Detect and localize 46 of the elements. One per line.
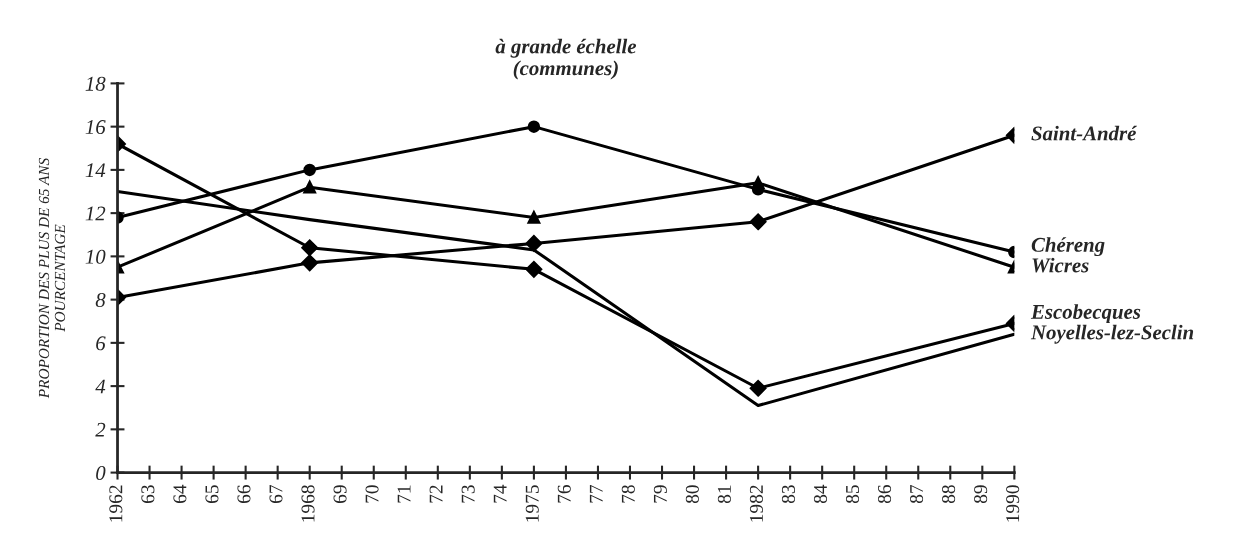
x-tick-label: 1975 <box>525 485 539 522</box>
x-tick-label: 78 <box>621 485 635 503</box>
y-tick-label: 4 <box>95 379 106 394</box>
series-label: Saint-André <box>1031 125 1137 141</box>
x-tick-label: 63 <box>141 485 155 504</box>
y-tick-label: 12 <box>85 206 106 221</box>
x-tick-label: 74 <box>493 484 507 503</box>
x-tick-label: 71 <box>397 485 411 503</box>
x-tick-label: 79 <box>653 485 667 503</box>
y-tick-label: 6 <box>96 336 106 351</box>
x-tick-label: 1968 <box>301 485 315 522</box>
x-tick-label: 73 <box>461 485 475 503</box>
x-tick-label: 1990 <box>1006 485 1020 522</box>
x-tick-label: 84 <box>813 484 828 504</box>
x-tick-label: 1962 <box>109 485 123 522</box>
y-tick-label: 16 <box>85 120 106 135</box>
x-tick-label: 81 <box>717 485 731 504</box>
series-label: Chéreng <box>1031 237 1105 257</box>
y-tick-label: 8 <box>95 293 106 308</box>
x-tick-label: 1982 <box>749 485 763 522</box>
x-tick-label: 80 <box>685 485 699 504</box>
y-tick-label: 14 <box>85 163 106 178</box>
y-tick-label: 18 <box>85 76 106 91</box>
y-tick-label: 2 <box>95 422 106 437</box>
y-axis-title: PROPORTION DES PLUS DE 65 ANS POURCENTAGE <box>38 158 66 399</box>
series-label: Noyelles-lez-Seclin <box>1030 324 1194 344</box>
chart-title: à grande échelle (communes) <box>495 38 637 80</box>
x-tick-label: 77 <box>589 484 603 503</box>
x-tick-label: 65 <box>205 485 219 504</box>
x-tick-label: 67 <box>269 484 283 504</box>
series-label: Escobecques <box>1030 304 1141 324</box>
x-tick-label: 83 <box>781 485 795 504</box>
x-tick-label: 85 <box>845 485 860 504</box>
x-tick-label: 88 <box>942 485 956 504</box>
y-tick-label: 10 <box>85 249 106 264</box>
x-tick-label: 70 <box>365 485 379 503</box>
x-tick-label: 66 <box>237 484 251 504</box>
x-tick-label: 87 <box>910 484 924 504</box>
x-tick-label: 86 <box>877 484 892 504</box>
x-tick-label: 89 <box>974 485 988 504</box>
x-tick-label: 76 <box>557 484 571 503</box>
x-tick-label: 69 <box>333 485 347 504</box>
y-tick-label: 0 <box>96 465 106 481</box>
series-label: Wicres <box>1032 257 1089 273</box>
x-tick-label: 72 <box>429 485 443 503</box>
x-tick-label: 64 <box>173 484 187 504</box>
